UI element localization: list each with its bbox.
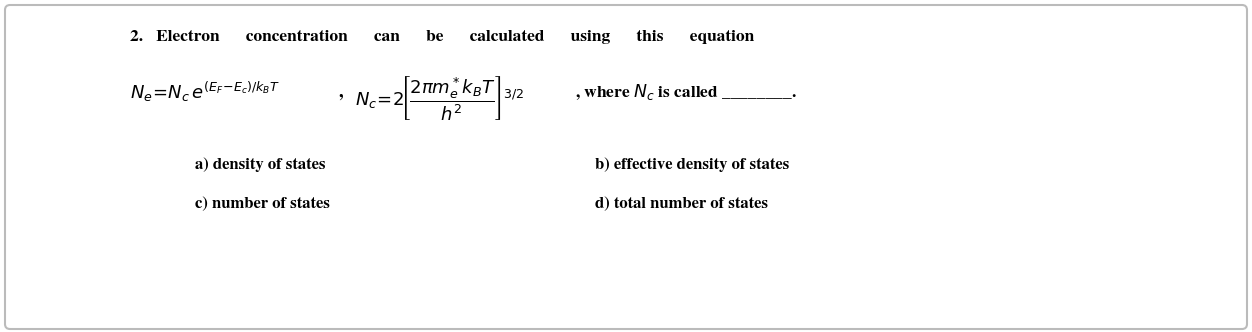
Text: ,: ,	[338, 84, 343, 101]
Text: $N_e\!=\!N_c\,e^{(E_F\!-\!E_c)/k_BT}$: $N_e\!=\!N_c\,e^{(E_F\!-\!E_c)/k_BT}$	[130, 80, 280, 104]
Text: b) effective density of states: b) effective density of states	[595, 157, 789, 172]
FancyBboxPatch shape	[5, 5, 1247, 329]
Text: c) number of states: c) number of states	[195, 197, 329, 211]
Text: a) density of states: a) density of states	[195, 157, 326, 172]
Text: d) total number of states: d) total number of states	[595, 197, 767, 211]
Text: 2.   Electron      concentration      can      be      calculated      using    : 2. Electron concentration can be calcula…	[130, 30, 754, 44]
Text: $N_c\!=\!2\!\left[\dfrac{2\pi m_e^*k_BT}{h^2}\right]^{3/2}$: $N_c\!=\!2\!\left[\dfrac{2\pi m_e^*k_BT}…	[356, 74, 525, 122]
Text: , where $N_c$ is called ________.: , where $N_c$ is called ________.	[575, 82, 796, 102]
